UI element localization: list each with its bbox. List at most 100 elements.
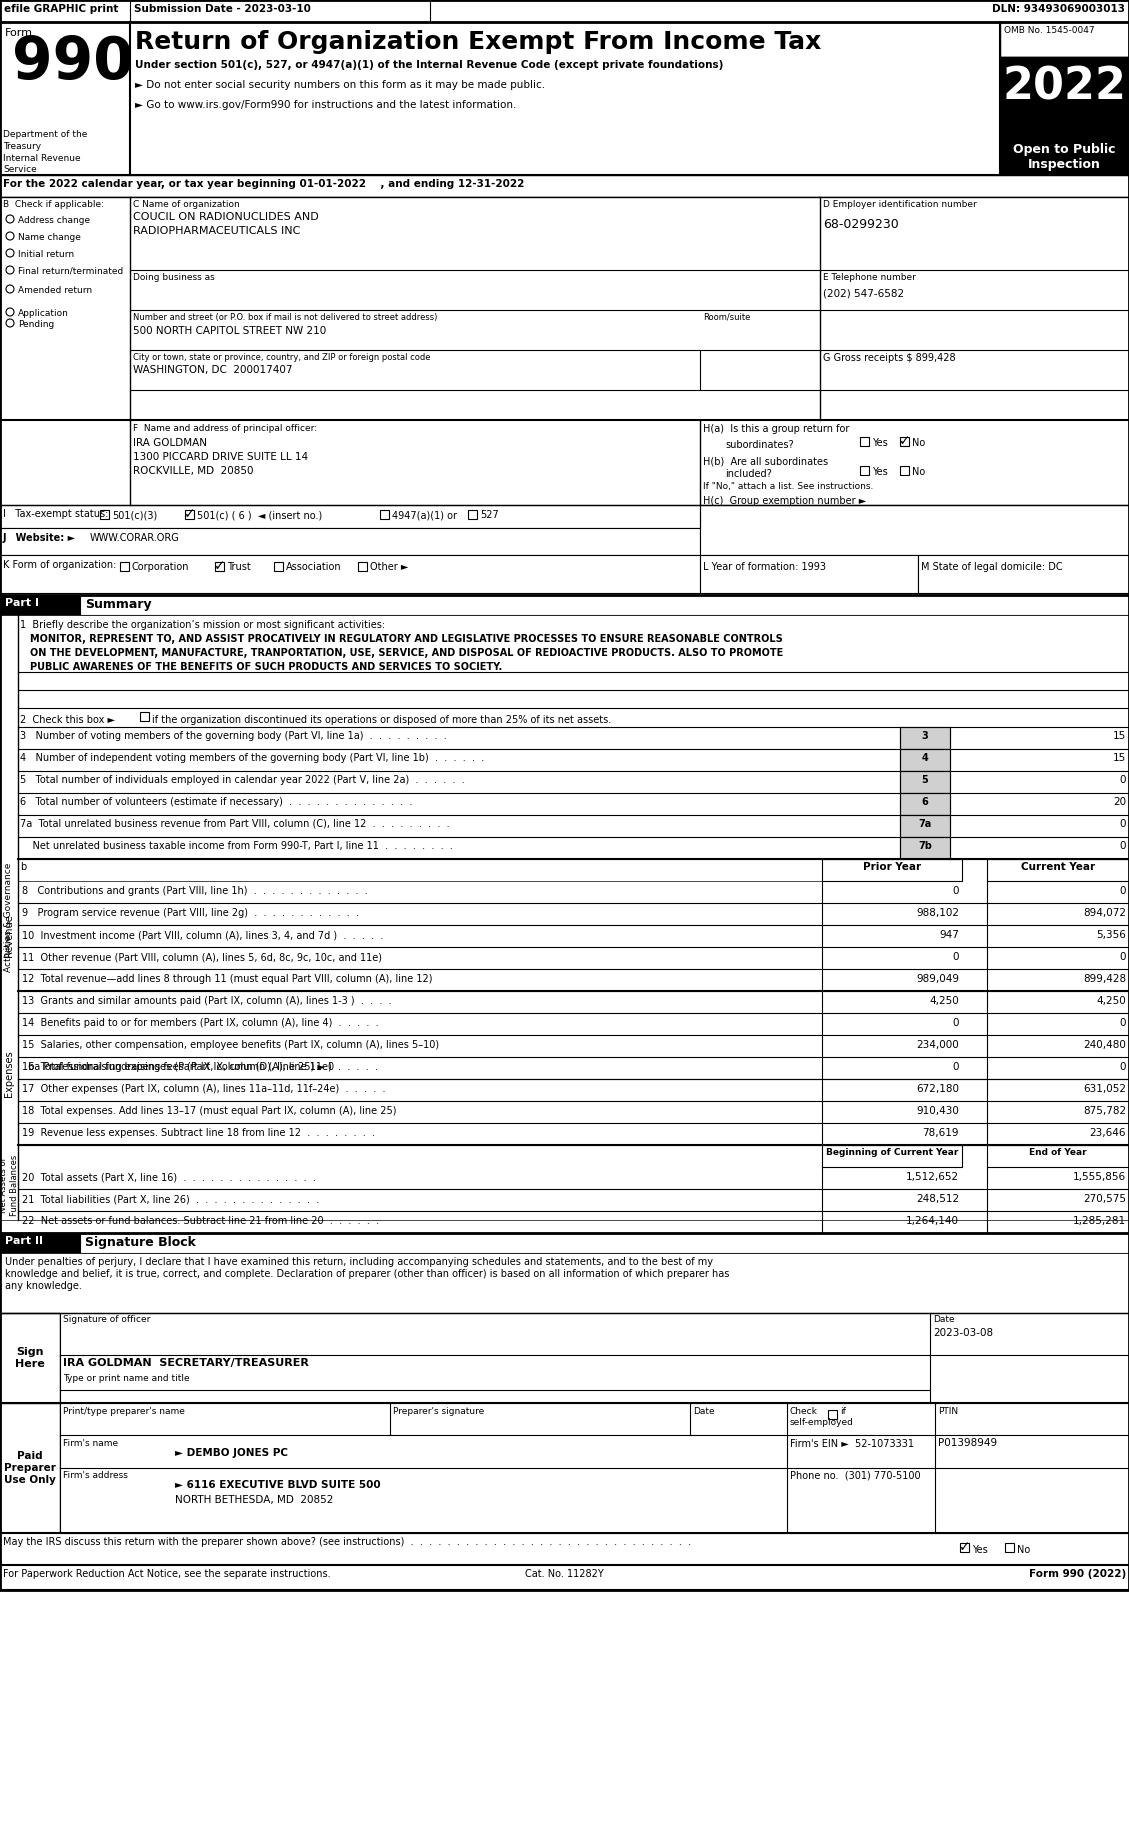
Text: Current Year: Current Year: [1021, 861, 1095, 872]
Text: Other ►: Other ►: [370, 562, 409, 573]
Text: 3: 3: [921, 732, 928, 741]
Text: City or town, state or province, country, and ZIP or foreign postal code: City or town, state or province, country…: [133, 353, 430, 362]
Bar: [860, 436, 869, 445]
Text: 15: 15: [1113, 752, 1126, 763]
Text: G Gross receipts $ 899,428: G Gross receipts $ 899,428: [823, 353, 955, 362]
Text: 672,180: 672,180: [916, 1085, 959, 1094]
Text: 1  Briefly describe the organization’s mission or most significant activities:: 1 Briefly describe the organization’s mi…: [20, 619, 385, 630]
Text: 527: 527: [480, 510, 499, 519]
Text: ON THE DEVELOPMENT, MANUFACTURE, TRANPORTATION, USE, SERVICE, AND DISPOSAL OF RE: ON THE DEVELOPMENT, MANUFACTURE, TRANPOR…: [30, 649, 784, 658]
Text: Doing business as: Doing business as: [133, 274, 215, 283]
Text: Revenue: Revenue: [5, 915, 14, 957]
Text: ROCKVILLE, MD  20850: ROCKVILLE, MD 20850: [133, 466, 254, 477]
Text: Inspection: Inspection: [1027, 157, 1101, 172]
Text: Return of Organization Exempt From Income Tax: Return of Organization Exempt From Incom…: [135, 30, 821, 54]
Text: Open to Public: Open to Public: [1013, 142, 1115, 155]
Bar: [0, 419, 1129, 505]
Bar: [469, 510, 476, 519]
Text: If "No," attach a list. See instructions.: If "No," attach a list. See instructions…: [703, 482, 874, 492]
Text: b: b: [20, 861, 26, 872]
Text: subordinates?: subordinates?: [725, 440, 794, 451]
Text: 6   Total number of volunteers (estimate if necessary)  .  .  .  .  .  .  .  .  : 6 Total number of volunteers (estimate i…: [20, 796, 412, 808]
Text: ► 6116 EXECUTIVE BLVD SUITE 500: ► 6116 EXECUTIVE BLVD SUITE 500: [175, 1480, 380, 1489]
Bar: [0, 529, 700, 554]
Bar: [1000, 22, 1129, 57]
Text: 894,072: 894,072: [1083, 907, 1126, 918]
Text: Date: Date: [693, 1406, 715, 1416]
Text: PUBLIC AWARENES OF THE BENEFITS OF SUCH PRODUCTS AND SERVICES TO SOCIETY.: PUBLIC AWARENES OF THE BENEFITS OF SUCH …: [30, 662, 502, 673]
Text: Paid
Preparer
Use Only: Paid Preparer Use Only: [5, 1451, 56, 1484]
Text: 2  Check this box ►: 2 Check this box ►: [20, 715, 115, 724]
Text: 5,356: 5,356: [1096, 930, 1126, 941]
Text: F  Name and address of principal officer:: F Name and address of principal officer:: [133, 423, 317, 432]
Text: 11  Other revenue (Part VIII, column (A), lines 5, 6d, 8c, 9c, 10c, and 11e): 11 Other revenue (Part VIII, column (A),…: [21, 952, 382, 963]
Text: 0: 0: [1120, 885, 1126, 896]
Text: Firm's EIN ►  52-1073331: Firm's EIN ► 52-1073331: [790, 1440, 914, 1449]
Text: 3   Number of voting members of the governing body (Part VI, line 1a)  .  .  .  : 3 Number of voting members of the govern…: [20, 732, 447, 741]
Text: ► Do not enter social security numbers on this form as it may be made public.: ► Do not enter social security numbers o…: [135, 79, 545, 91]
Text: 501(c)(3): 501(c)(3): [112, 510, 157, 519]
Text: IRA GOLDMAN: IRA GOLDMAN: [133, 438, 207, 447]
Text: 899,428: 899,428: [1083, 974, 1126, 983]
Text: knowledge and belief, it is true, correct, and complete. Declaration of preparer: knowledge and belief, it is true, correc…: [5, 1270, 729, 1279]
Text: 875,782: 875,782: [1083, 1105, 1126, 1116]
Bar: [900, 771, 949, 793]
Text: 22  Net assets or fund balances. Subtract line 21 from line 20  .  .  .  .  .  .: 22 Net assets or fund balances. Subtract…: [21, 1216, 379, 1225]
Text: Address change: Address change: [18, 216, 90, 225]
Text: 501(c) ( 6 )  ◄ (insert no.): 501(c) ( 6 ) ◄ (insert no.): [196, 510, 322, 519]
Text: Application: Application: [18, 309, 69, 318]
Text: End of Year: End of Year: [1030, 1148, 1087, 1157]
Bar: [80, 1233, 1129, 1253]
Text: b  Total fundraising expenses (Part IX, column (D), line 25) ► 0: b Total fundraising expenses (Part IX, c…: [21, 1063, 334, 1072]
Text: 18  Total expenses. Add lines 13–17 (must equal Part IX, column (A), line 25): 18 Total expenses. Add lines 13–17 (must…: [21, 1105, 396, 1116]
Bar: [120, 562, 129, 571]
Text: 15: 15: [1113, 732, 1126, 741]
Text: 4: 4: [921, 752, 928, 763]
Bar: [18, 859, 900, 881]
Bar: [0, 505, 1129, 529]
Text: 2023-03-08: 2023-03-08: [933, 1329, 994, 1338]
Text: 500 NORTH CAPITOL STREET NW 210: 500 NORTH CAPITOL STREET NW 210: [133, 325, 326, 336]
Text: 21  Total liabilities (Part X, line 26)  .  .  .  .  .  .  .  .  .  .  .  .  .  : 21 Total liabilities (Part X, line 26) .…: [21, 1194, 320, 1205]
Bar: [700, 505, 1129, 554]
Text: ✓: ✓: [899, 434, 910, 449]
Text: K Form of organization:: K Form of organization:: [3, 560, 116, 569]
Text: efile GRAPHIC print: efile GRAPHIC print: [5, 4, 119, 15]
Text: MONITOR, REPRESENT TO, AND ASSIST PROCATIVELY IN REGULATORY AND LEGISLATIVE PROC: MONITOR, REPRESENT TO, AND ASSIST PROCAT…: [30, 634, 782, 643]
Text: 248,512: 248,512: [916, 1194, 959, 1205]
Bar: [0, 0, 1129, 22]
Text: 8   Contributions and grants (Part VIII, line 1h)  .  .  .  .  .  .  .  .  .  . : 8 Contributions and grants (Part VIII, l…: [21, 885, 368, 896]
Bar: [918, 554, 1129, 593]
Bar: [987, 1146, 1129, 1166]
Text: Internal Revenue: Internal Revenue: [3, 153, 80, 163]
Text: 6: 6: [921, 796, 928, 808]
Text: J   Website: ►: J Website: ►: [3, 532, 76, 543]
Text: C Name of organization: C Name of organization: [133, 200, 239, 209]
Text: 234,000: 234,000: [917, 1040, 959, 1050]
Text: 0: 0: [953, 885, 959, 896]
Text: Submission Date - 2023-03-10: Submission Date - 2023-03-10: [134, 4, 310, 15]
Text: Under penalties of perjury, I declare that I have examined this return, includin: Under penalties of perjury, I declare th…: [5, 1257, 714, 1268]
Text: Type or print name and title: Type or print name and title: [63, 1375, 190, 1382]
Text: H(b)  Are all subordinates: H(b) Are all subordinates: [703, 456, 829, 466]
Text: 0: 0: [1120, 1018, 1126, 1027]
Text: M State of legal domicile: DC: M State of legal domicile: DC: [921, 562, 1062, 573]
Text: Part II: Part II: [5, 1236, 43, 1246]
Text: Pending: Pending: [18, 320, 54, 329]
Bar: [900, 436, 909, 445]
Text: 947: 947: [939, 930, 959, 941]
Text: 1,264,140: 1,264,140: [905, 1216, 959, 1225]
Text: Service: Service: [3, 164, 37, 174]
Text: B  Check if applicable:: B Check if applicable:: [3, 200, 104, 209]
Text: Expenses: Expenses: [5, 1050, 14, 1098]
Bar: [0, 1312, 60, 1403]
Text: 20  Total assets (Part X, line 16)  .  .  .  .  .  .  .  .  .  .  .  .  .  .  .: 20 Total assets (Part X, line 16) . . . …: [21, 1172, 316, 1183]
Text: Sign
Here: Sign Here: [15, 1347, 45, 1369]
Text: Room/suite: Room/suite: [703, 312, 751, 322]
Text: ► Go to www.irs.gov/Form990 for instructions and the latest information.: ► Go to www.irs.gov/Form990 for instruct…: [135, 100, 516, 111]
Text: 0: 0: [953, 1018, 959, 1027]
Bar: [700, 554, 918, 593]
Text: Beginning of Current Year: Beginning of Current Year: [825, 1148, 959, 1157]
Text: 240,480: 240,480: [1083, 1040, 1126, 1050]
Text: No: No: [912, 468, 926, 477]
